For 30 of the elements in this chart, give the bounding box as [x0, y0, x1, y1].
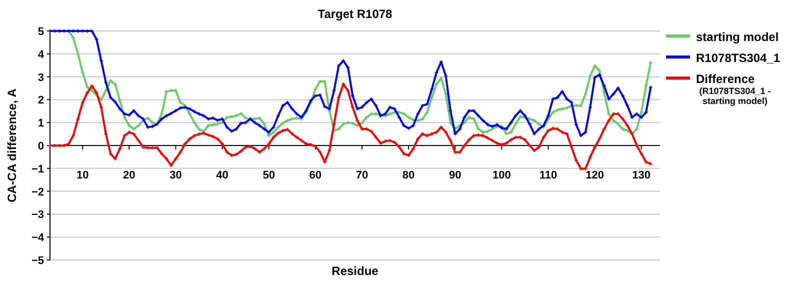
x-tick-label: 80 — [402, 170, 415, 182]
x-tick-label: 20 — [123, 170, 136, 182]
y-tick-label: −4 — [31, 232, 45, 244]
x-tick-label: 50 — [262, 170, 275, 182]
y-tick-label: −2 — [31, 186, 44, 198]
y-tick-label: −3 — [31, 209, 44, 222]
legend-label: Difference (R1078TS304_1 - starting model) — [696, 72, 771, 106]
legend-label: R1078TS304_1 — [696, 51, 780, 65]
x-tick-label: 40 — [216, 170, 228, 182]
y-tick-label: 3 — [38, 72, 44, 84]
y-tick-label: −5 — [31, 255, 44, 267]
y-tick-label: 0 — [38, 140, 44, 152]
x-tick-label: 130 — [632, 170, 651, 182]
x-tick-label: 70 — [356, 170, 368, 182]
y-axis-title: CA-CA difference, A — [5, 88, 19, 202]
x-tick-label: 60 — [309, 170, 322, 182]
y-tick-label: 2 — [38, 94, 44, 107]
y-tick-label: −1 — [31, 163, 44, 176]
y-tick-label: 4 — [38, 48, 45, 61]
x-tick-label: 120 — [586, 170, 604, 182]
x-tick-label: 10 — [76, 170, 89, 182]
x-tick-label: 100 — [492, 170, 511, 182]
chart-title: Target R1078 — [318, 7, 393, 21]
y-tick-label: 1 — [38, 118, 44, 130]
x-tick-label: 90 — [448, 170, 462, 182]
y-tick-label: 5 — [38, 26, 44, 38]
x-axis-title: Residue — [332, 264, 379, 278]
x-tick-label: 30 — [170, 170, 182, 182]
legend-label: starting model — [696, 30, 779, 44]
x-tick-label: 110 — [539, 170, 558, 182]
